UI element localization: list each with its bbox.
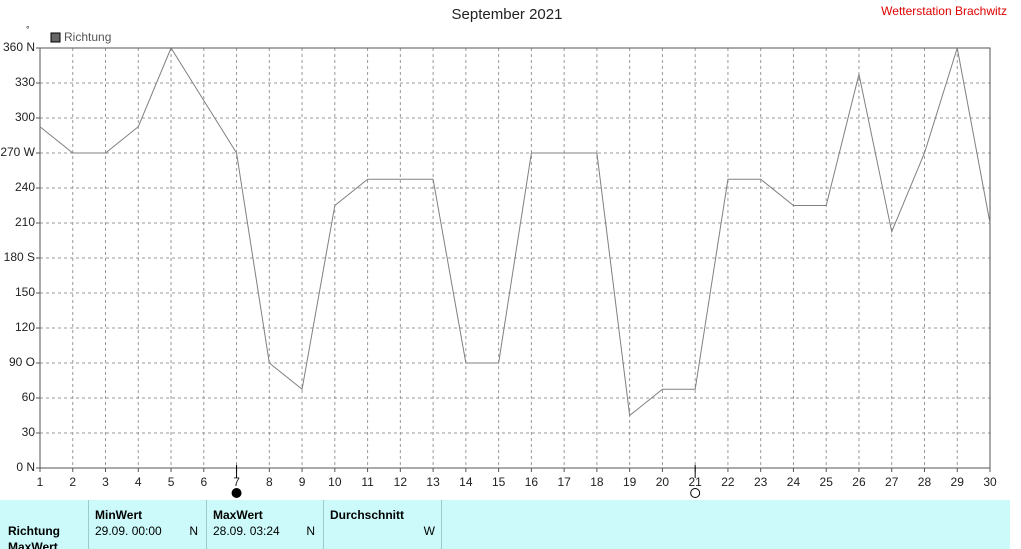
x-tick-label: 17 xyxy=(557,475,571,489)
dir: N xyxy=(189,524,198,538)
y-unit: ° xyxy=(26,24,30,34)
chart: September 2021 Wetterstation Brachwitz °… xyxy=(0,4,1007,498)
y-tick-label: 60 xyxy=(22,390,36,404)
dir: W xyxy=(423,524,435,538)
col: MaxWert 28.09. 03:24 N xyxy=(206,500,323,549)
x-tick-label: 14 xyxy=(459,475,473,489)
x-tick-label: 16 xyxy=(525,475,539,489)
y-tick-label: 120 xyxy=(15,320,35,334)
x-tick-label: 12 xyxy=(394,475,408,489)
y-tick-label: 240 xyxy=(15,180,35,194)
x-tick-label: 21 xyxy=(688,475,702,489)
col: Durchschnitt W xyxy=(323,500,441,549)
col xyxy=(441,500,1010,549)
x-tick-label: 29 xyxy=(951,475,965,489)
summary-table: Richtung MaxWert MinWert 29.09. 00:00 N … xyxy=(0,500,1010,549)
x-tick-label: 11 xyxy=(361,475,374,489)
y-tick-label: 300 xyxy=(15,110,35,124)
x-tick-label: 9 xyxy=(299,475,306,489)
col: MinWert 29.09. 00:00 N xyxy=(88,500,206,549)
row-label: Richtung xyxy=(8,524,60,538)
x-tick-label: 4 xyxy=(135,475,142,489)
x-tick-label: 15 xyxy=(492,475,506,489)
marker xyxy=(690,488,701,498)
x-tick-label: 27 xyxy=(885,475,899,489)
marker xyxy=(231,488,242,498)
time: 29.09. 00:00 xyxy=(95,524,162,538)
x-tick-label: 25 xyxy=(820,475,834,489)
x-tick-label: 8 xyxy=(266,475,273,489)
legend-label: Richtung xyxy=(64,30,111,44)
x-tick-label: 6 xyxy=(200,475,207,489)
station: Wetterstation Brachwitz xyxy=(881,4,1007,18)
x-tick-label: 18 xyxy=(590,475,604,489)
row-label: MaxWert xyxy=(8,540,58,549)
y-tick-label: 270 W xyxy=(0,145,35,159)
y-tick-label: 150 xyxy=(15,285,35,299)
y-tick-label: 360 N xyxy=(3,40,35,54)
y-tick-label: 90 O xyxy=(9,355,35,369)
y-tick-label: 330 xyxy=(15,75,35,89)
x-tick-label: 26 xyxy=(852,475,866,489)
x-tick-label: 13 xyxy=(426,475,440,489)
x-tick-label: 3 xyxy=(102,475,109,489)
x-tick-label: 7 xyxy=(233,475,240,489)
x-tick-label: 10 xyxy=(328,475,342,489)
x-tick-label: 30 xyxy=(983,475,997,489)
x-tick-label: 20 xyxy=(656,475,670,489)
x-tick-label: 24 xyxy=(787,475,801,489)
col-header: MaxWert xyxy=(213,508,263,522)
x-tick-label: 5 xyxy=(168,475,175,489)
x-tick-label: 22 xyxy=(721,475,735,489)
x-tick-label: 23 xyxy=(754,475,768,489)
y-tick-label: 30 xyxy=(22,425,36,439)
dir: N xyxy=(306,524,315,538)
y-tick-label: 180 S xyxy=(4,250,35,264)
chart-title: September 2021 xyxy=(452,6,563,23)
x-tick-label: 19 xyxy=(623,475,637,489)
plot-frame xyxy=(39,47,991,469)
y-tick-label: 0 N xyxy=(16,460,35,474)
col-header: Durchschnitt xyxy=(330,508,405,522)
col-header: MinWert xyxy=(95,508,143,522)
x-tick-label: 2 xyxy=(69,475,76,489)
line xyxy=(39,46,991,417)
x-tick-label: 28 xyxy=(918,475,932,489)
time: 28.09. 03:24 xyxy=(213,524,280,538)
y-tick-label: 210 xyxy=(15,215,35,229)
legend-swatch xyxy=(50,32,61,43)
x-tick-label: 1 xyxy=(37,475,44,489)
